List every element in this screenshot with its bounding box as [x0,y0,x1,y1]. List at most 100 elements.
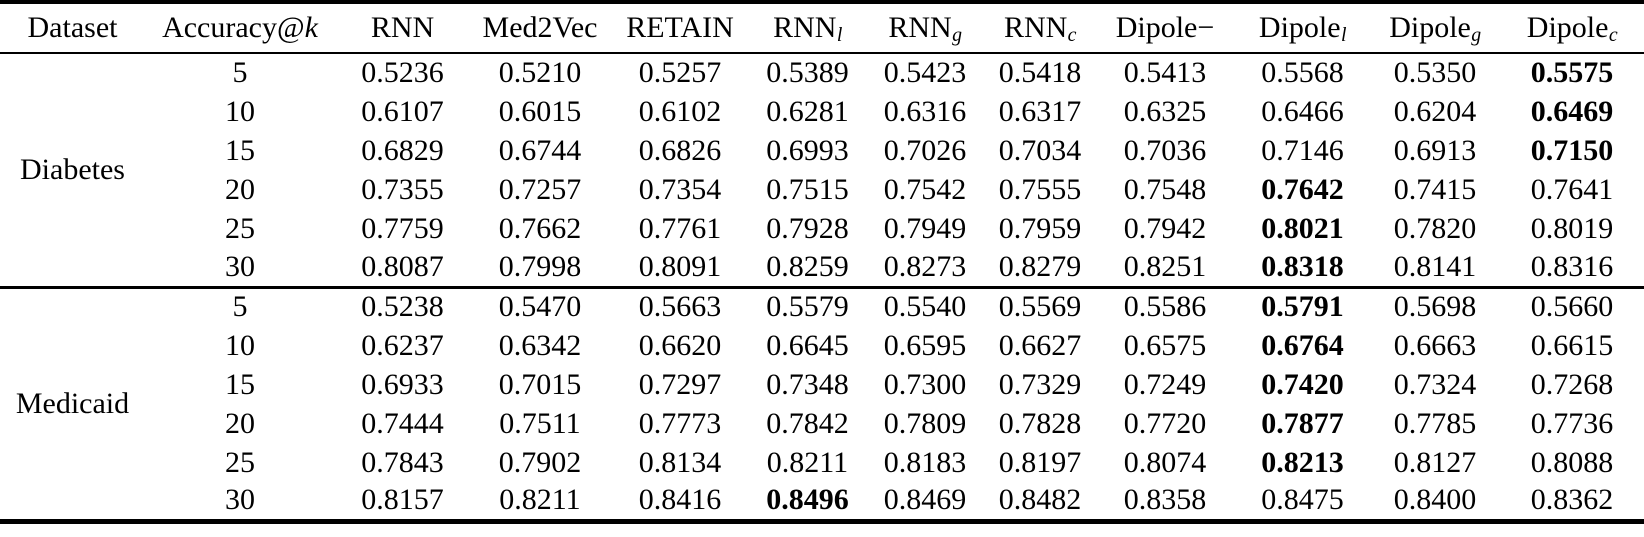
accuracy-k-value: 20 [225,406,255,440]
accuracy-k-value: 10 [225,328,255,362]
metric-value-rnn-c: 0.7828 [998,406,1082,440]
metric-value-dipole-minus: 0.6325 [1123,94,1207,128]
metric-value-dipole-l: 0.5568 [1261,56,1344,89]
metric-value-rnn-g: 0.6316 [883,94,967,128]
metric-value-dipole-l: 0.5791 [1261,290,1344,324]
column-header-dipole-g: Dipoleg [1389,11,1482,47]
metric-value-dipole-minus: 0.7548 [1123,172,1207,206]
metric-value-rnn: 0.5238 [361,290,444,324]
metric-value-dipole-minus: 0.5586 [1123,290,1207,324]
metric-value-dipole-l: 0.8475 [1261,483,1344,517]
column-header-rnn-l: RNNl [773,11,843,47]
metric-value-dipole-g: 0.7820 [1393,211,1477,245]
table-row: 10 0.6107 0.6015 0.6102 0.6281 0.6316 0.6317 0.… [0,92,1644,131]
table-row: 30 0.8087 0.7998 0.8091 0.8259 0.8273 0.8279 0.… [0,248,1644,287]
metric-value-dipole-c: 0.6469 [1530,94,1614,128]
metric-value-rnn-g: 0.5540 [883,290,967,324]
metric-value-dipole-g: 0.7415 [1393,172,1477,206]
accuracy-k-value: 25 [225,445,255,479]
accuracy-k-value: 5 [232,56,248,89]
metric-value-dipole-l: 0.8318 [1261,249,1344,283]
dataset-label: Diabetes [20,152,125,186]
metric-value-rnn-g: 0.6595 [883,328,967,362]
metric-value-rnn-g: 0.8273 [883,249,967,283]
metric-value-retain: 0.8134 [638,445,722,479]
metric-value-rnn-g: 0.7542 [883,172,967,206]
table-row: Diabetes 5 0.5236 0.5210 0.5257 0.5389 0.5423 0… [0,53,1644,186]
results-table: Dataset Accuracy@k RNN Med2Vec RETAIN RNNl RNN… [0,0,1644,524]
metric-value-dipole-l: 0.6466 [1261,94,1344,128]
metric-value-dipole-g: 0.6663 [1393,328,1477,362]
metric-value-retain: 0.5663 [638,290,722,324]
metric-value-med2vec: 0.6015 [498,94,582,128]
dataset-label: Medicaid [15,386,130,420]
metric-value-rnn-g: 0.8183 [883,445,967,479]
table-row: 15 0.6829 0.6744 0.6826 0.6993 0.7026 0.7034 0.… [0,131,1644,170]
metric-value-dipole-g: 0.7324 [1393,367,1477,401]
accuracy-k-value: 30 [225,483,255,517]
metric-value-med2vec: 0.7902 [498,445,582,479]
metric-value-med2vec: 0.5210 [498,56,582,89]
accuracy-k-value: 10 [225,94,255,128]
column-header-retain: RETAIN [626,11,734,44]
metric-value-rnn: 0.8087 [361,249,444,283]
metric-value-retain: 0.8416 [638,483,722,517]
metric-value-dipole-l: 0.7642 [1261,172,1344,206]
metric-value-rnn-l: 0.5579 [766,290,849,324]
metric-value-retain: 0.7773 [638,406,722,440]
column-header-rnn: RNN [370,11,435,44]
metric-value-retain: 0.7761 [638,211,722,245]
metric-value-dipole-minus: 0.5413 [1123,56,1207,89]
metric-value-dipole-minus: 0.8251 [1123,249,1207,283]
column-header-rnn-g: RNNg [888,11,962,47]
metric-value-dipole-l: 0.8213 [1261,445,1344,479]
metric-value-rnn-g: 0.7949 [883,211,967,245]
metric-value-dipole-l: 0.6764 [1261,328,1344,362]
metric-value-med2vec: 0.7257 [498,172,582,206]
metric-value-dipole-minus: 0.8358 [1123,483,1207,517]
metric-value-dipole-c: 0.7268 [1530,367,1614,401]
metric-value-med2vec: 0.7015 [498,367,582,401]
table-row: 30 0.8157 0.8211 0.8416 0.8496 0.8469 0.8482 0.… [0,482,1644,521]
column-header-dipole-minus: Dipole− [1115,11,1215,44]
table-row: 25 0.7843 0.7902 0.8134 0.8211 0.8183 0.8197 0.… [0,443,1644,482]
metric-value-dipole-g: 0.8127 [1393,445,1477,479]
metric-value-rnn-l: 0.7928 [766,211,849,245]
metric-value-dipole-c: 0.7150 [1530,133,1614,167]
metric-value-dipole-l: 0.8021 [1261,211,1344,245]
metric-value-rnn-l: 0.8259 [766,249,849,283]
column-header-dipole-l: Dipolel [1258,11,1347,47]
metric-value-rnn-l: 0.7515 [766,172,849,206]
metric-value-dipole-minus: 0.8074 [1123,445,1207,479]
metric-value-rnn-c: 0.8482 [998,483,1082,517]
metric-value-rnn-g: 0.8469 [883,483,967,517]
metric-value-retain: 0.6826 [638,133,722,167]
metric-value-retain: 0.8091 [638,249,722,283]
metric-value-dipole-g: 0.6913 [1393,133,1477,167]
column-header-dataset: Dataset [27,11,118,44]
metric-value-dipole-l: 0.7877 [1261,406,1344,440]
metric-value-rnn-c: 0.7959 [998,211,1082,245]
metric-value-rnn-l: 0.6281 [766,94,849,128]
metric-value-retain: 0.7297 [638,367,722,401]
metric-value-med2vec: 0.6342 [498,328,582,362]
metric-value-rnn: 0.7843 [361,445,444,479]
metric-value-dipole-g: 0.8141 [1393,249,1477,283]
table-row: 25 0.7759 0.7662 0.7761 0.7928 0.7949 0.7959 0.… [0,209,1644,248]
metric-value-dipole-l: 0.7146 [1261,133,1344,167]
metric-value-dipole-c: 0.7736 [1530,406,1614,440]
metric-value-dipole-c: 0.5575 [1530,56,1614,89]
metric-value-dipole-minus: 0.6575 [1123,328,1207,362]
metric-value-retain: 0.6102 [638,94,722,128]
metric-value-rnn-c: 0.6317 [998,94,1082,128]
metric-value-retain: 0.6620 [638,328,722,362]
metric-value-rnn-g: 0.7026 [883,133,967,167]
metric-value-dipole-g: 0.6204 [1393,94,1477,128]
metric-value-rnn-c: 0.8197 [998,445,1082,479]
metric-value-dipole-c: 0.8088 [1530,445,1614,479]
metric-value-dipole-l: 0.7420 [1261,367,1344,401]
metric-value-rnn-g: 0.5423 [883,56,967,89]
metric-value-rnn: 0.7444 [361,406,444,440]
metric-value-med2vec: 0.7662 [498,211,582,245]
